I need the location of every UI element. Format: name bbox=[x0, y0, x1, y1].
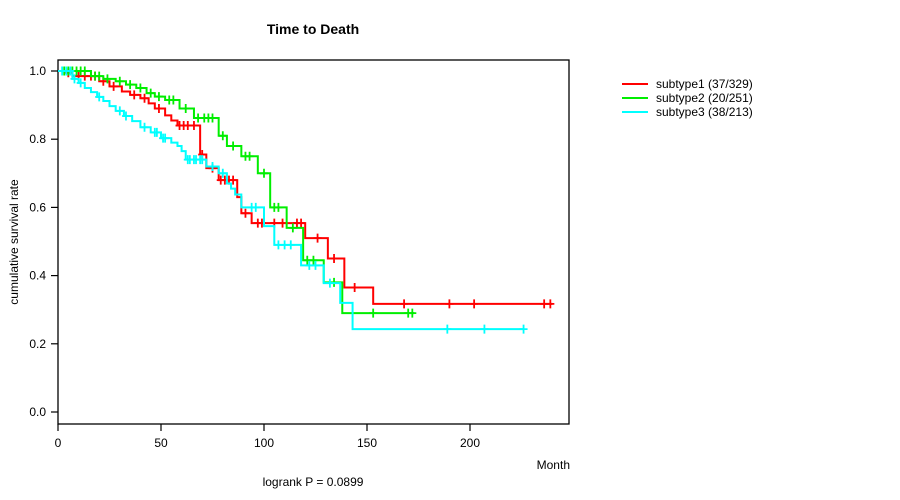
censor-mark bbox=[76, 78, 85, 88]
censor-mark bbox=[189, 121, 198, 131]
x-tick-label: 0 bbox=[55, 436, 62, 450]
generated-plot-elements: 0 50 100 150 200 0.0 0.2 0.4 0.6 0.8 1.0 subtype1 (… bbox=[29, 59, 753, 450]
y-tick-label: 0.2 bbox=[29, 337, 46, 351]
censor-mark bbox=[218, 168, 227, 178]
x-tick-label: 150 bbox=[357, 436, 377, 450]
censor-mark bbox=[245, 151, 254, 161]
censor-mark bbox=[313, 233, 322, 243]
censor-mark bbox=[286, 240, 295, 250]
censor-mark bbox=[278, 218, 287, 228]
censor-mark bbox=[208, 161, 217, 171]
survival-curve bbox=[58, 70, 553, 305]
censor-mark bbox=[70, 74, 79, 84]
censor-mark bbox=[66, 66, 75, 76]
plot-box bbox=[57, 59, 570, 425]
censor-mark bbox=[136, 83, 145, 93]
censor-mark bbox=[95, 92, 104, 102]
censor-mark bbox=[260, 168, 268, 178]
censor-mark bbox=[154, 104, 163, 114]
censor-mark bbox=[152, 127, 161, 137]
censor-mark bbox=[443, 324, 452, 334]
censor-mark bbox=[181, 104, 190, 114]
censor-mark bbox=[169, 95, 178, 105]
censor-mark bbox=[80, 66, 89, 76]
legend-label: subtype3 (38/213) bbox=[656, 105, 753, 119]
logrank-p-value: logrank P = 0.0899 bbox=[263, 475, 364, 489]
plot-title: Time to Death bbox=[267, 21, 359, 37]
censor-mark bbox=[480, 324, 489, 334]
x-tick-label: 50 bbox=[154, 436, 168, 450]
censor-mark bbox=[288, 223, 297, 233]
censor-mark bbox=[229, 175, 238, 185]
censor-mark bbox=[103, 74, 112, 84]
legend-label: subtype1 (37/329) bbox=[656, 77, 753, 91]
censor-mark bbox=[161, 133, 170, 143]
censor-mark bbox=[198, 155, 207, 165]
censor-mark bbox=[115, 106, 124, 116]
censor-mark bbox=[109, 81, 118, 91]
censor-mark bbox=[274, 202, 283, 212]
censor-mark bbox=[311, 260, 320, 270]
y-tick-label: 1.0 bbox=[29, 64, 46, 78]
censor-mark bbox=[241, 208, 250, 218]
x-axis-label: Month bbox=[537, 458, 570, 472]
censor-mark bbox=[140, 93, 149, 103]
censor-mark bbox=[130, 90, 139, 100]
censor-mark bbox=[445, 299, 454, 309]
x-tick-label: 100 bbox=[254, 436, 274, 450]
y-tick-label: 0.0 bbox=[29, 405, 46, 419]
censor-mark bbox=[146, 88, 155, 98]
censor-mark bbox=[95, 71, 104, 81]
censor-mark bbox=[325, 278, 334, 288]
legend-label: subtype2 (20/251) bbox=[656, 91, 753, 105]
censor-mark bbox=[400, 299, 409, 309]
censor-mark bbox=[229, 141, 238, 151]
y-tick-label: 0.6 bbox=[29, 200, 46, 214]
censor-mark bbox=[154, 92, 163, 102]
censor-mark bbox=[369, 308, 378, 318]
y-tick-label: 0.4 bbox=[29, 269, 46, 283]
censor-mark bbox=[140, 122, 149, 132]
survival-curve bbox=[58, 70, 415, 315]
survival-curve bbox=[58, 70, 524, 331]
y-axis-label: cumulative survival rate bbox=[7, 179, 21, 305]
censor-mark bbox=[121, 111, 130, 121]
censor-mark bbox=[408, 308, 417, 318]
x-tick-label: 200 bbox=[460, 436, 480, 450]
censor-mark bbox=[330, 254, 339, 264]
y-tick-label: 0.8 bbox=[29, 132, 46, 146]
censor-mark bbox=[309, 255, 318, 265]
censor-mark bbox=[126, 80, 135, 90]
censor-mark bbox=[470, 299, 479, 309]
censor-mark bbox=[297, 218, 306, 228]
censor-mark bbox=[115, 76, 124, 86]
censor-mark bbox=[218, 131, 227, 141]
censor-mark bbox=[251, 202, 260, 212]
censor-mark bbox=[208, 113, 217, 123]
censor-mark bbox=[519, 324, 528, 334]
censor-mark bbox=[546, 299, 555, 309]
censor-mark bbox=[350, 283, 359, 293]
